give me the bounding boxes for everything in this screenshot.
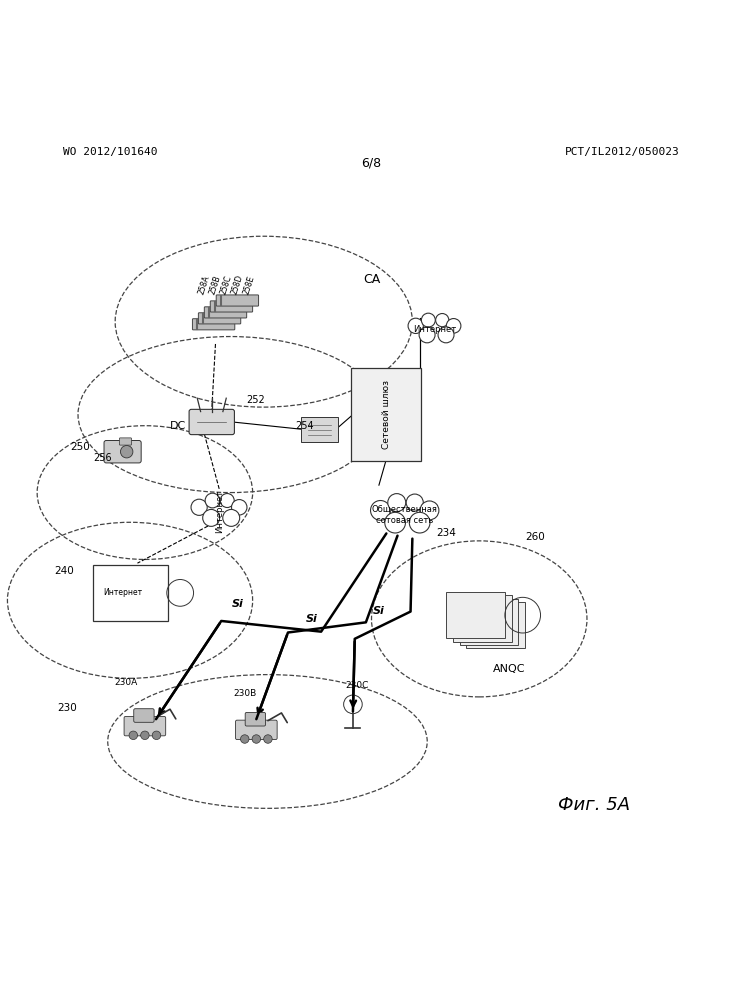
Circle shape [129,731,137,740]
FancyBboxPatch shape [124,716,166,736]
Text: Сетевой шлюз: Сетевой шлюз [382,380,391,449]
Text: 258A: 258A [197,274,212,296]
Circle shape [241,735,249,743]
FancyBboxPatch shape [467,602,525,648]
Text: PCT/IL2012/050023: PCT/IL2012/050023 [565,147,680,157]
Text: 258B: 258B [208,274,223,296]
Circle shape [447,319,461,333]
FancyBboxPatch shape [120,438,132,445]
Text: 240: 240 [54,566,74,576]
Circle shape [406,494,424,511]
Text: Интернет: Интернет [103,588,142,597]
Text: Si: Si [232,599,244,609]
Text: Интернет: Интернет [215,490,224,533]
FancyBboxPatch shape [216,295,259,306]
FancyBboxPatch shape [302,417,337,442]
FancyBboxPatch shape [92,565,168,621]
FancyBboxPatch shape [104,440,141,463]
Text: Si: Si [306,614,318,624]
Circle shape [409,512,430,533]
Text: 234: 234 [436,528,455,538]
Circle shape [252,735,261,743]
Text: 254: 254 [295,421,314,431]
Text: 258E: 258E [241,275,256,296]
Text: WO 2012/101640: WO 2012/101640 [63,147,158,157]
Text: Интернет: Интернет [413,325,456,334]
Text: 230: 230 [57,703,77,713]
Text: 258C: 258C [219,274,234,296]
Circle shape [120,445,133,458]
Circle shape [223,509,240,526]
FancyBboxPatch shape [192,319,235,330]
Text: 260: 260 [525,532,545,542]
Circle shape [205,493,220,508]
Text: 250: 250 [71,442,90,452]
Text: 258D: 258D [230,274,245,296]
FancyBboxPatch shape [210,301,253,312]
Text: 230C: 230C [345,681,369,690]
Text: 256: 256 [93,453,112,463]
Circle shape [232,500,247,515]
Circle shape [152,731,160,740]
Text: CA: CA [363,273,380,286]
FancyBboxPatch shape [134,709,154,722]
FancyBboxPatch shape [446,592,505,638]
Text: 252: 252 [246,395,265,405]
FancyBboxPatch shape [453,595,511,642]
Circle shape [419,327,435,343]
Text: 6/8: 6/8 [361,157,382,170]
Circle shape [388,494,406,512]
Text: Общественная
сотовая сеть: Общественная сотовая сеть [372,505,438,525]
FancyBboxPatch shape [204,307,247,318]
Circle shape [408,318,424,333]
Circle shape [264,735,272,743]
Circle shape [385,512,406,533]
FancyBboxPatch shape [236,720,277,740]
Circle shape [371,501,390,520]
Text: Фиг. 5A: Фиг. 5A [558,796,631,814]
Circle shape [421,313,435,327]
FancyBboxPatch shape [189,409,234,435]
Text: 230A: 230A [114,678,138,687]
Circle shape [435,314,449,327]
Circle shape [203,509,220,526]
Text: 230B: 230B [233,689,257,698]
Circle shape [220,494,234,508]
Text: Si: Si [373,606,385,616]
Circle shape [191,499,207,515]
FancyBboxPatch shape [245,712,265,726]
Circle shape [438,327,454,343]
Circle shape [420,501,439,520]
Text: ANQC: ANQC [493,664,525,674]
FancyBboxPatch shape [198,313,241,324]
Circle shape [140,731,149,740]
FancyBboxPatch shape [351,368,421,461]
FancyBboxPatch shape [459,599,518,645]
Text: DC: DC [170,421,186,431]
